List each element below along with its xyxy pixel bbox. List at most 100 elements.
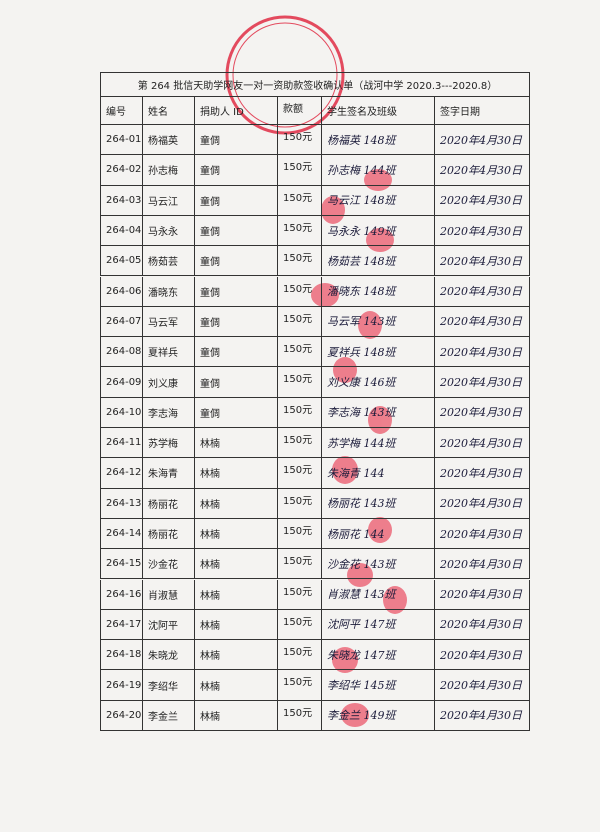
amount: 150元 — [278, 518, 322, 550]
column-header: 姓名 — [143, 97, 195, 125]
student-name: 杨丽花 — [143, 488, 195, 519]
sign-date: 2020年4月30日 — [435, 185, 530, 216]
amount: 150元 — [278, 155, 322, 186]
row-id: 264-09 — [100, 367, 143, 398]
donor-id: 童倜 — [195, 125, 278, 156]
donor-id: 童倜 — [195, 155, 278, 186]
student-name: 肖淑慧 — [143, 579, 195, 610]
student-name: 李志海 — [143, 397, 195, 428]
signature: 李志海 143班 — [322, 397, 435, 428]
row-id: 264-01 — [100, 125, 143, 156]
donor-id: 林楠 — [195, 488, 278, 519]
student-name: 杨茹芸 — [143, 246, 195, 277]
donor-id: 童倜 — [195, 367, 278, 398]
amount: 150元 — [278, 276, 322, 307]
signature: 夏祥兵 148班 — [322, 337, 435, 368]
sign-date: 2020年4月30日 — [435, 215, 530, 247]
donor-id: 林楠 — [195, 700, 278, 731]
student-name: 沙金花 — [143, 549, 195, 580]
sign-date: 2020年4月30日 — [435, 579, 530, 610]
student-name: 朱晓龙 — [143, 640, 195, 671]
sign-date: 2020年4月30日 — [435, 155, 530, 186]
student-name: 杨福英 — [143, 125, 195, 156]
row-id: 264-04 — [100, 215, 143, 247]
signature: 肖淑慧 143班 — [322, 579, 435, 610]
amount: 150元 — [278, 579, 322, 610]
amount: 150元 — [278, 367, 322, 398]
student-name: 沈阿平 — [143, 609, 195, 641]
sign-date: 2020年4月30日 — [435, 700, 530, 731]
signature: 孙志梅 144班 — [322, 155, 435, 186]
donor-id: 林楠 — [195, 518, 278, 550]
student-name: 夏祥兵 — [143, 337, 195, 368]
table-title: 第 264 批信天助学网友一对一资助款签收确认单（战河中学 2020.3---2… — [100, 72, 530, 97]
student-name: 马永永 — [143, 215, 195, 247]
row-id: 264-14 — [100, 518, 143, 550]
signature: 朱海青 144 — [322, 458, 435, 489]
row-id: 264-02 — [100, 155, 143, 186]
signature: 沈阿平 147班 — [322, 609, 435, 641]
row-id: 264-16 — [100, 579, 143, 610]
signature: 苏学梅 144班 — [322, 428, 435, 459]
donor-id: 童倜 — [195, 246, 278, 277]
row-id: 264-18 — [100, 640, 143, 671]
student-name: 李绍华 — [143, 670, 195, 701]
column-header: 签字日期 — [435, 97, 530, 125]
student-name: 马云江 — [143, 185, 195, 216]
row-id: 264-05 — [100, 246, 143, 277]
sign-date: 2020年4月30日 — [435, 125, 530, 156]
amount: 150元 — [278, 549, 322, 580]
donor-id: 童倜 — [195, 397, 278, 428]
row-id: 264-13 — [100, 488, 143, 519]
row-id: 264-03 — [100, 185, 143, 216]
row-id: 264-20 — [100, 700, 143, 731]
sign-date: 2020年4月30日 — [435, 246, 530, 277]
amount: 150元 — [278, 428, 322, 459]
sign-date: 2020年4月30日 — [435, 549, 530, 580]
row-id: 264-10 — [100, 397, 143, 428]
amount: 150元 — [278, 246, 322, 277]
signature: 朱晓龙 147班 — [322, 640, 435, 671]
signature: 沙金花 143班 — [322, 549, 435, 580]
student-name: 朱海青 — [143, 458, 195, 489]
sign-date: 2020年4月30日 — [435, 670, 530, 701]
row-id: 264-07 — [100, 306, 143, 338]
donor-id: 林楠 — [195, 428, 278, 459]
amount: 150元 — [278, 337, 322, 368]
column-header: 编号 — [100, 97, 143, 125]
student-name: 潘晓东 — [143, 276, 195, 307]
student-name: 孙志梅 — [143, 155, 195, 186]
amount: 150元 — [278, 700, 322, 731]
signature: 杨福英 148班 — [322, 125, 435, 156]
column-header: 捐助人 ID — [195, 97, 278, 125]
row-id: 264-08 — [100, 337, 143, 368]
sign-date: 2020年4月30日 — [435, 337, 530, 368]
student-name: 李金兰 — [143, 700, 195, 731]
student-name: 马云军 — [143, 306, 195, 338]
row-id: 264-19 — [100, 670, 143, 701]
signature: 李金兰 149班 — [322, 700, 435, 731]
donor-id: 林楠 — [195, 549, 278, 580]
donor-id: 童倜 — [195, 337, 278, 368]
amount: 150元 — [278, 185, 322, 216]
row-id: 264-15 — [100, 549, 143, 580]
sign-date: 2020年4月30日 — [435, 458, 530, 489]
signature: 马云军 143班 — [322, 306, 435, 338]
signature: 刘义康 146班 — [322, 367, 435, 398]
column-header: 学生签名及班级 — [322, 97, 435, 125]
donor-id: 林楠 — [195, 458, 278, 489]
sign-date: 2020年4月30日 — [435, 488, 530, 519]
donor-id: 童倜 — [195, 185, 278, 216]
sign-date: 2020年4月30日 — [435, 518, 530, 550]
donor-id: 童倜 — [195, 215, 278, 247]
row-id: 264-11 — [100, 428, 143, 459]
donor-id: 林楠 — [195, 640, 278, 671]
sign-date: 2020年4月30日 — [435, 276, 530, 307]
row-id: 264-06 — [100, 276, 143, 307]
amount: 150元 — [278, 125, 322, 156]
amount: 150元 — [278, 488, 322, 519]
sign-date: 2020年4月30日 — [435, 397, 530, 428]
signature: 潘晓东 148班 — [322, 276, 435, 307]
student-name: 杨丽花 — [143, 518, 195, 550]
amount: 150元 — [278, 397, 322, 428]
